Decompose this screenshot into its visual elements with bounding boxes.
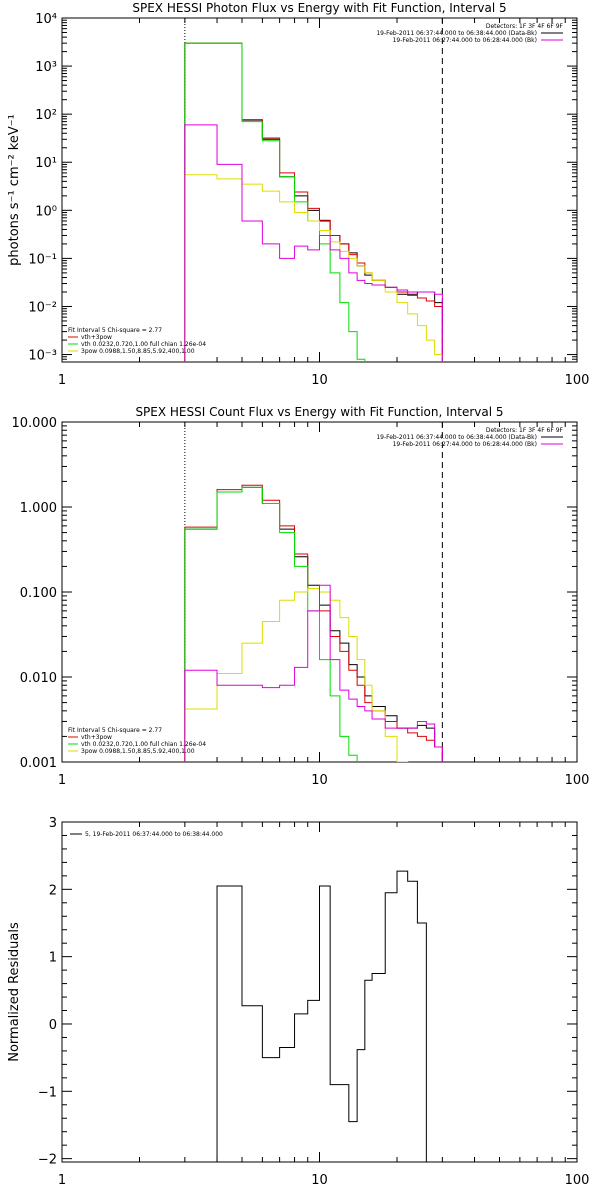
y-tick-label: 10⁻¹ (28, 252, 57, 267)
y-tick-label: 0.010 (20, 671, 57, 686)
y-axis-label: Normalized Residuals (7, 922, 22, 1062)
x-tick-label: 100 (565, 773, 590, 788)
x-tick-label: 1 (58, 373, 66, 388)
legend-bottom-line: Fit Interval 5 Chi-square = 2.77 (68, 727, 162, 734)
plot-frame (61, 17, 578, 363)
legend-bottom-line: vth 0.0232,0.720,1.00 full chian 1.26e-0… (81, 741, 206, 748)
y-tick-label: 10.000 (12, 416, 58, 431)
legend-bottom-line: 3pow 0.0988,1.50,8.85,5.92,400,1.00 (81, 348, 195, 355)
x-tick-label: 1 (58, 1173, 66, 1188)
x-tick-label: 100 (565, 1173, 590, 1188)
series-line-4 (184, 124, 443, 362)
legend-top-line: 19-Feb-2011 06:37:44.000 to 06:38:44.000… (376, 434, 537, 441)
y-tick-label: −2 (38, 1153, 57, 1168)
series-line-0 (184, 42, 443, 362)
y-tick-label: 10⁰ (35, 204, 57, 219)
series-line-3 (184, 174, 443, 362)
series-line-0 (184, 486, 443, 762)
series-line-4 (184, 584, 443, 762)
series-line-2 (184, 42, 443, 362)
x-tick-label: 100 (565, 373, 590, 388)
y-tick-label: 0.001 (20, 756, 57, 771)
photon-flux-panel: SPEX HESSI Photon Flux vs Energy with Fi… (7, 1, 589, 388)
series-group (184, 484, 443, 762)
chart-title: SPEX HESSI Count Flux vs Energy with Fit… (135, 405, 503, 419)
legend-bottom-line: Fit Interval 5 Chi-square = 2.77 (68, 327, 162, 334)
y-tick-label: 10⁻³ (28, 349, 57, 364)
y-tick-label: 10² (35, 108, 57, 123)
series-line-1 (184, 484, 443, 762)
y-tick-label: 10³ (35, 60, 57, 75)
y-tick-label: 3 (49, 816, 57, 831)
legend-bottom-line: 3pow 0.0988,1.50,8.85,5.92,400,1.00 (81, 748, 195, 755)
series-line-3 (184, 587, 443, 762)
y-tick-label: 2 (49, 883, 57, 898)
chart-title: SPEX HESSI Photon Flux vs Energy with Fi… (132, 1, 506, 15)
y-tick-label: 0 (49, 1018, 57, 1033)
legend-top-line: Detectors: 1F 3F 4F 6F 9F (486, 23, 564, 30)
x-tick-label: 10 (311, 373, 328, 388)
y-tick-label: 10⁴ (35, 12, 57, 27)
legend-top-line: 19-Feb-2011 06:37:44.000 to 06:38:44.000… (376, 30, 537, 37)
series-line-0 (184, 870, 443, 1162)
legend-bottom-line: vth+3pow (81, 734, 112, 741)
series-line-2 (184, 486, 443, 762)
y-tick-label: 1.000 (20, 501, 57, 516)
legend-bottom-line: vth+3pow (81, 334, 112, 341)
series-group (184, 870, 443, 1162)
y-tick-label: 10⁻² (28, 300, 57, 315)
residuals-panel: Normalized Residuals 1 10 100 −2 −1 0 1 2 3 5, 19-… (7, 816, 589, 1188)
series-group (184, 42, 443, 362)
legend-top-line: Detectors: 1F 3F 4F 6F 9F (486, 427, 564, 434)
x-tick-label: 10 (311, 773, 328, 788)
x-tick-label: 10 (311, 1173, 328, 1188)
count-flux-panel: SPEX HESSI Count Flux vs Energy with Fit… (12, 405, 590, 788)
y-tick-label: 10¹ (35, 156, 57, 171)
legend-top-line: 19-Feb-2011 06:27:44.000 to 06:28:44.000… (393, 37, 537, 44)
y-tick-label: 0.100 (20, 586, 57, 601)
series-line-1 (184, 42, 443, 362)
legend-top-line: 19-Feb-2011 06:27:44.000 to 06:28:44.000… (393, 441, 537, 448)
y-tick-label: 1 (49, 951, 57, 966)
y-axis-label: photons s⁻¹ cm⁻² keV⁻¹ (7, 114, 22, 266)
x-tick-label: 1 (58, 773, 66, 788)
y-tick-label: −1 (38, 1085, 57, 1100)
legend-label: 5, 19-Feb-2011 06:37:44.000 to 06:38:44.… (85, 831, 223, 838)
legend-bottom-line: vth 0.0232,0.720,1.00 full chian 1.26e-0… (81, 341, 206, 348)
